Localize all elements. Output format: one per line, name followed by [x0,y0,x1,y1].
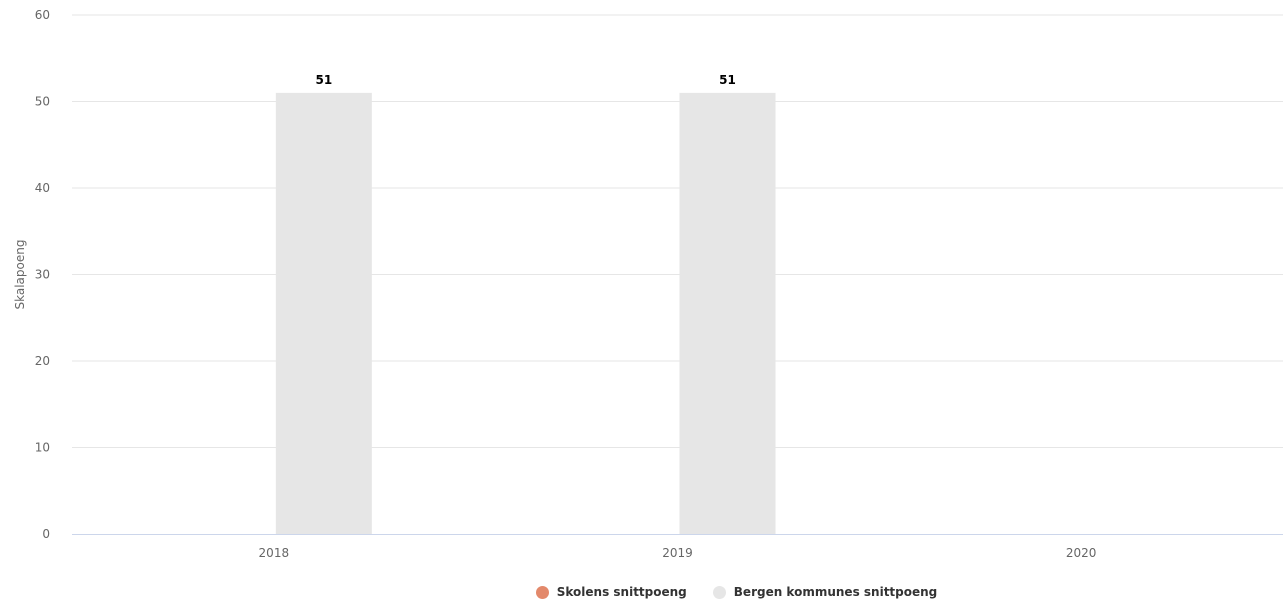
y-tick-label: 50 [35,95,50,109]
y-tick-label: 60 [35,8,50,22]
y-axis-label: Skalapoeng [13,240,27,310]
legend-label: Skolens snittpoeng [556,585,687,599]
data-labels: 51 51 [315,73,735,87]
legend-marker [712,585,726,599]
gridlines [72,14,1283,448]
legend: Skolens snittpoeng Bergen kommunes snitt… [0,585,1283,599]
bar-bergen-2019 [679,92,776,534]
bar-bergen-2018 [275,92,372,534]
y-tick-label: 0 [42,527,50,541]
y-tick-label: 30 [35,268,50,282]
bars [275,92,776,534]
x-tick-label: 2020 [1066,546,1097,560]
y-tick-label: 40 [35,181,50,195]
data-label: 51 [719,73,736,87]
y-axis-ticks: 0 10 20 30 40 50 60 [35,8,50,541]
x-tick-label: 2018 [259,546,290,560]
data-label: 51 [315,73,332,87]
x-axis-ticks: 2018 2019 2020 [259,546,1097,560]
legend-marker [535,585,549,599]
legend-item-bergen[interactable]: Bergen kommunes snittpoeng [712,585,938,599]
y-tick-label: 10 [35,441,50,455]
legend-item-skolens[interactable]: Skolens snittpoeng [346,585,687,599]
legend-label: Bergen kommunes snittpoeng [733,585,938,599]
x-tick-label: 2019 [662,546,693,560]
y-tick-label: 20 [35,354,50,368]
